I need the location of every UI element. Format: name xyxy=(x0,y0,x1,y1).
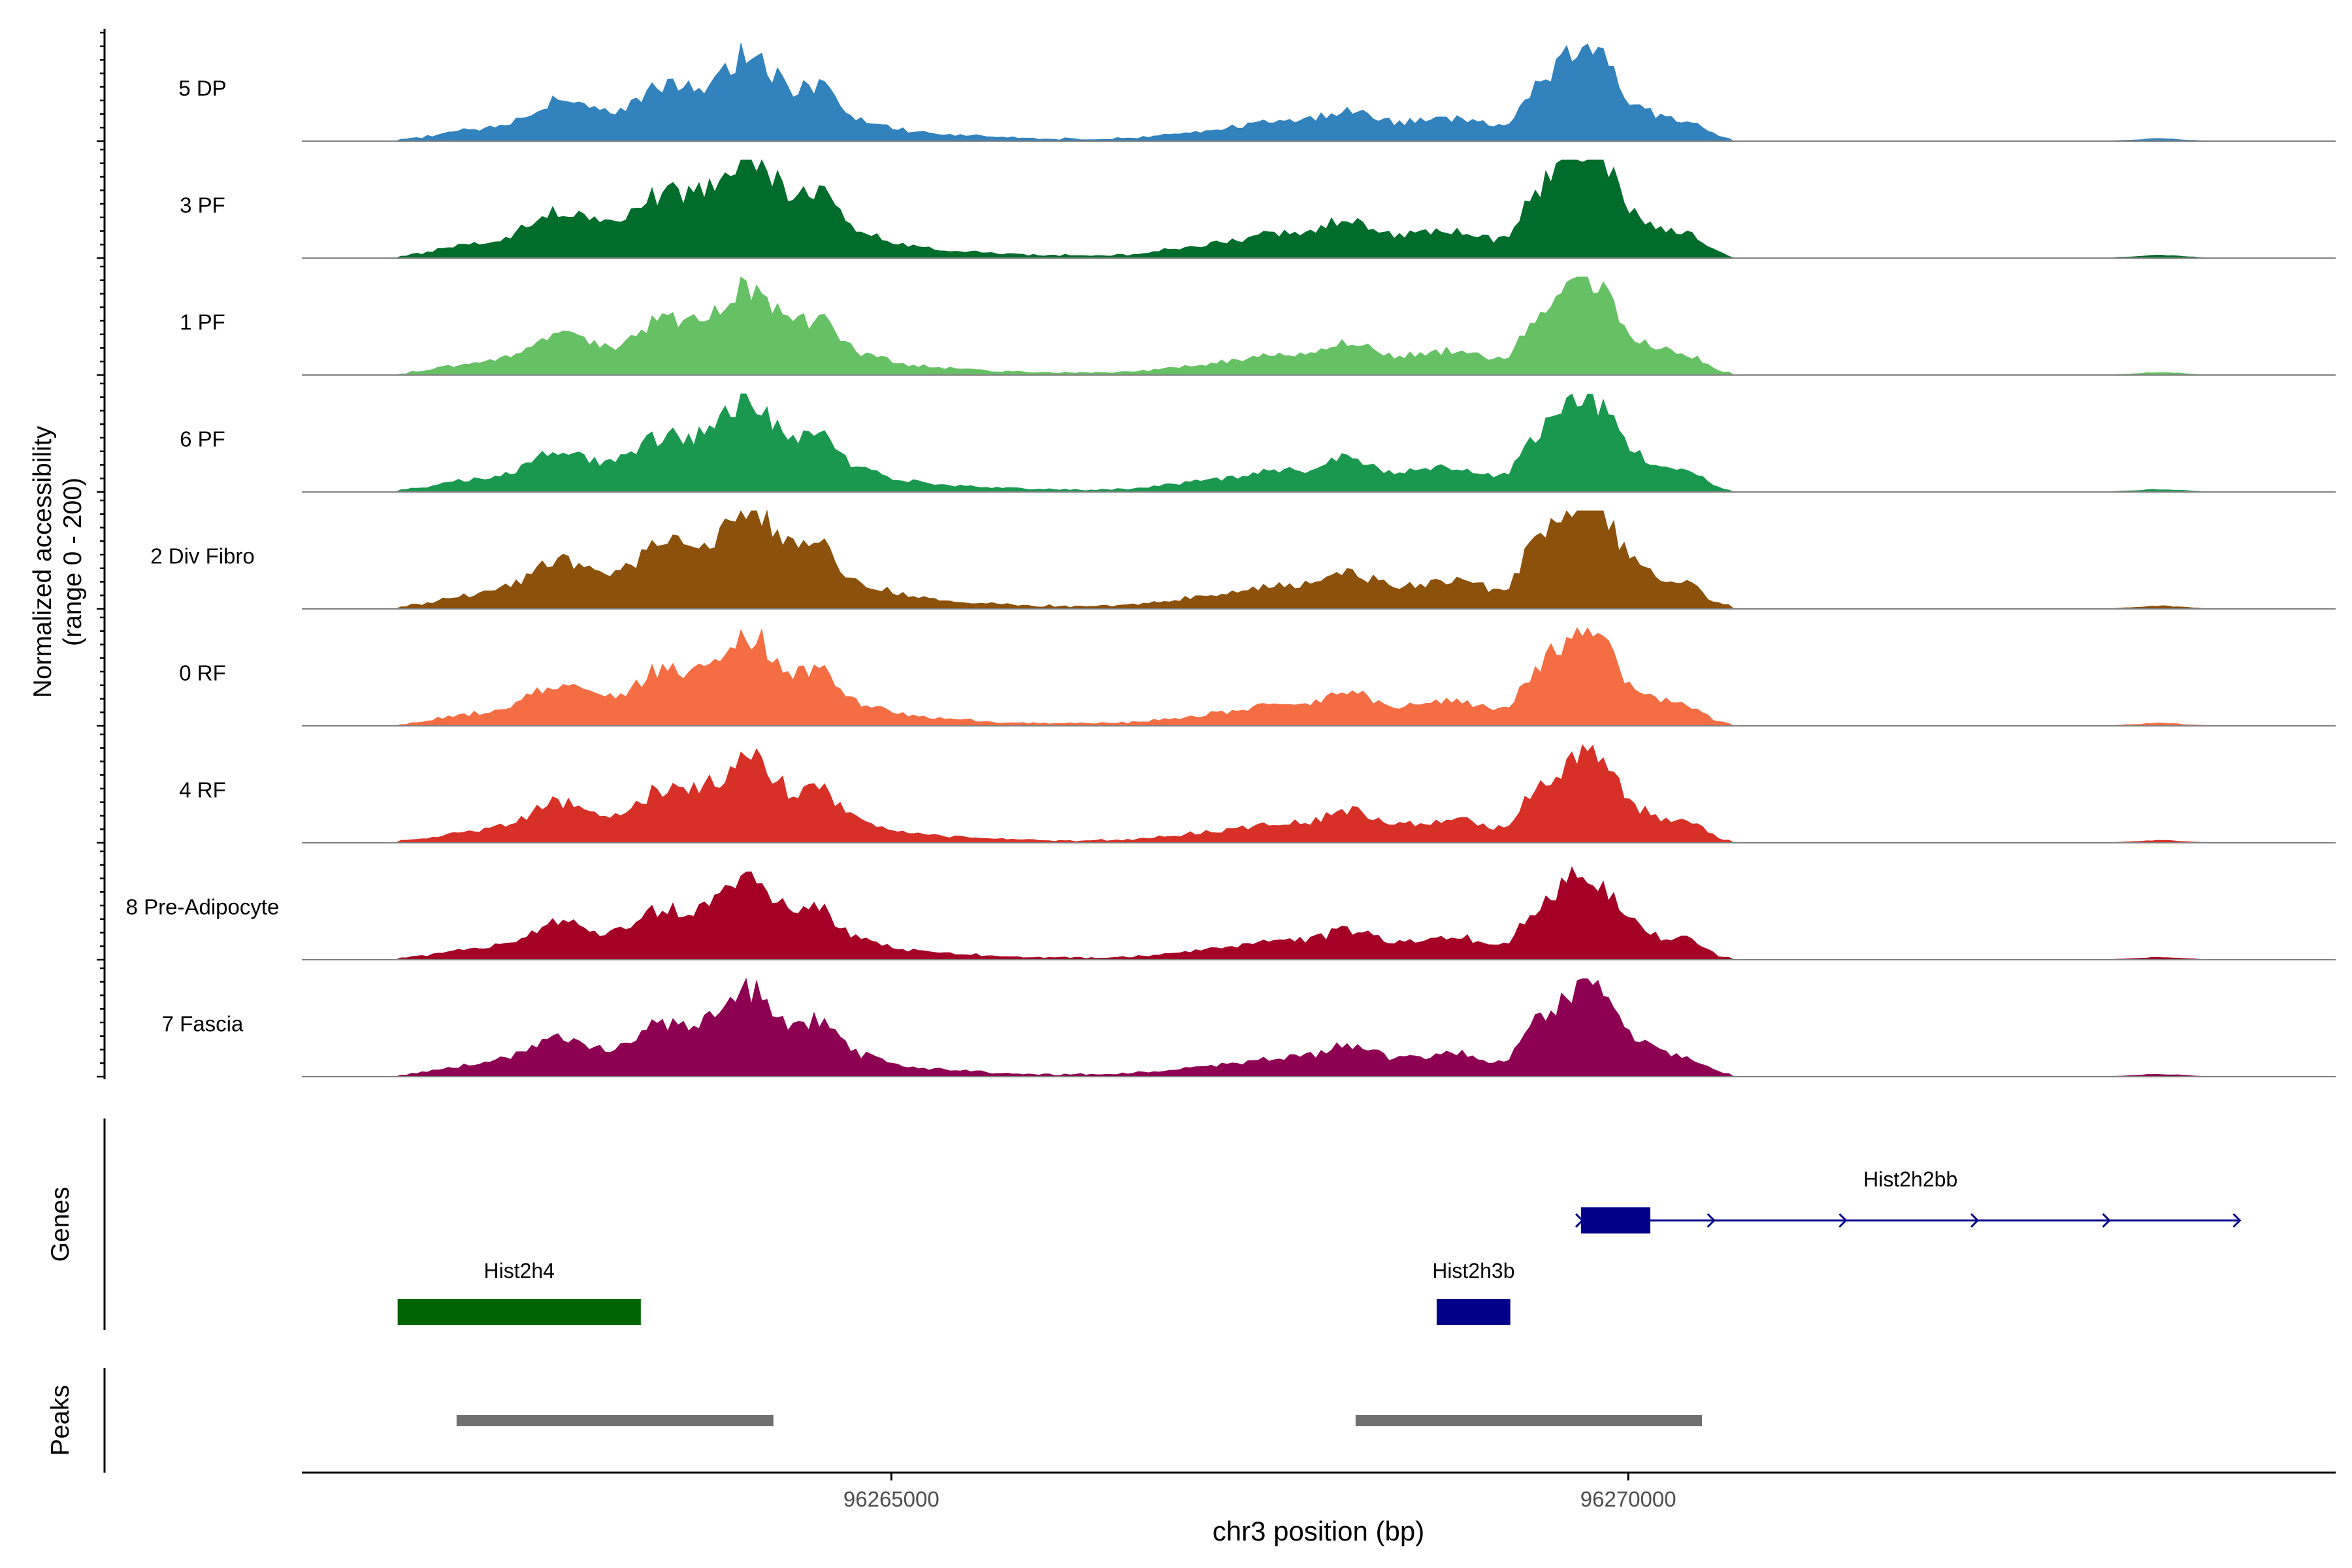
coverage-track-4: 6 PF xyxy=(180,393,2336,493)
peak-region xyxy=(456,1415,774,1426)
coverage-track-label: 4 RF xyxy=(179,778,226,802)
gene-label: Hist2h4 xyxy=(483,1259,555,1282)
coverage-track-label: 8 Pre-Adipocyte xyxy=(126,895,280,919)
gene-label: Hist2h2bb xyxy=(1863,1168,1957,1191)
coverage-track-2: 3 PF xyxy=(180,159,2336,259)
x-axis-tick-label: 96265000 xyxy=(843,1487,939,1511)
coverage-track-label: 1 PF xyxy=(180,310,225,335)
coverage-track-9: 7 Fascia xyxy=(162,977,2336,1077)
strand-arrow xyxy=(1970,1213,1980,1228)
y-axis-title-line2: (range 0 - 200) xyxy=(59,478,87,646)
coverage-track-label: 6 PF xyxy=(180,427,225,451)
peak-region xyxy=(1355,1415,1703,1426)
gene-hist2h2bb: Hist2h2bb xyxy=(1575,1168,2242,1233)
coverage-track-8: 8 Pre-Adipocyte xyxy=(126,866,2336,960)
coverage-track-6: 0 RF xyxy=(179,627,2336,727)
coverage-track-label: 2 Div Fibro xyxy=(150,544,255,568)
x-axis-tick-label: 96270000 xyxy=(1580,1487,1676,1511)
strand-arrow xyxy=(2232,1213,2242,1228)
coverage-axis-ticks xyxy=(97,31,105,1078)
gene-exon xyxy=(1436,1299,1511,1325)
gene-exon xyxy=(1581,1207,1651,1233)
strand-arrow xyxy=(1838,1213,1848,1228)
coverage-track-1: 5 DP xyxy=(178,42,2336,142)
gene-track: Hist2h4 Hist2h3b Hist2h2bb xyxy=(397,1168,2242,1325)
gene-hist2h4: Hist2h4 xyxy=(397,1259,641,1325)
coverage-track-label: 7 Fascia xyxy=(162,1012,244,1036)
coverage-track-3: 1 PF xyxy=(180,276,2336,376)
coverage-track-5: 2 Div Fibro xyxy=(150,510,2336,610)
x-axis-title: chr3 position (bp) xyxy=(1213,1516,1425,1546)
gene-hist2h3b: Hist2h3b xyxy=(1432,1259,1515,1325)
gene-exon xyxy=(397,1299,641,1325)
coverage-track-label: 3 PF xyxy=(180,193,225,218)
peaks-track-label: Peaks xyxy=(46,1385,74,1456)
coverage-track-7: 4 RF xyxy=(179,743,2336,843)
coverage-track-label: 5 DP xyxy=(178,76,226,101)
gene-label: Hist2h3b xyxy=(1432,1259,1514,1282)
strand-arrow xyxy=(1707,1213,1716,1228)
y-axis-title-line1: Normalized accessibility xyxy=(29,425,57,698)
strand-arrow xyxy=(2102,1213,2111,1228)
x-axis-ticks: 96265000 96270000 xyxy=(843,1473,1676,1511)
genes-track-label: Genes xyxy=(46,1187,74,1262)
peak-track xyxy=(456,1415,1703,1426)
coverage-tracks: 5 DP 3 PF 1 PF 6 PF 2 Div Fibro 0 RF 4 RF 8 Pre… xyxy=(126,42,2336,1077)
coverage-track-label: 0 RF xyxy=(179,661,226,685)
